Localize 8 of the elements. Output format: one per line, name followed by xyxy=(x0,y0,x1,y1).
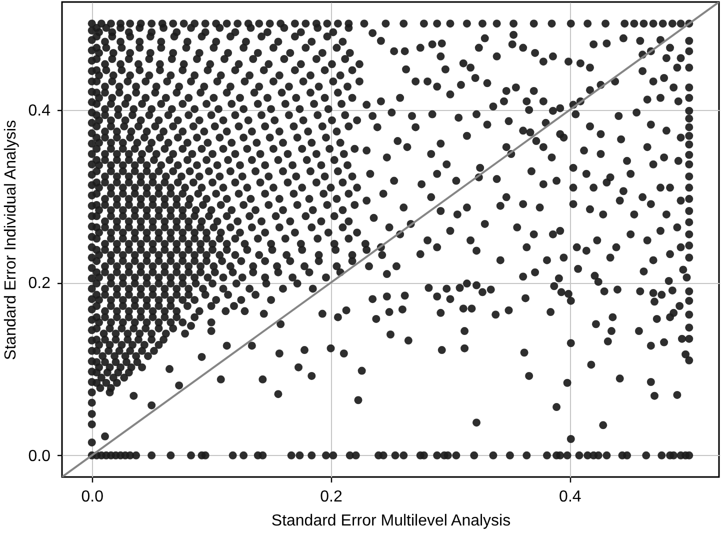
y-tick-label: 0.0 xyxy=(28,448,51,465)
x-axis-title: Standard Error Multilevel Analysis xyxy=(271,512,511,530)
y-tick-label: 0.4 xyxy=(28,102,51,120)
x-tick-label: 0.4 xyxy=(559,488,582,506)
x-tick-label: 0.2 xyxy=(320,488,342,506)
x-tick-label: 0.0 xyxy=(81,488,104,506)
y-axis-title: Standard Error Individual Analysis xyxy=(2,120,20,360)
y-tick-label: 0.2 xyxy=(28,275,51,292)
